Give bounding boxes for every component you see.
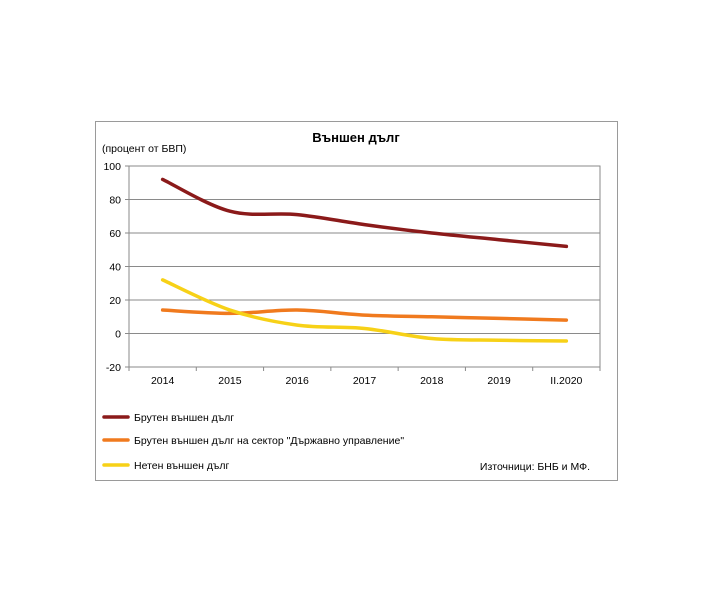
series-line-2	[160, 308, 569, 322]
grid-layer	[128, 165, 601, 368]
source-note: Източници: БНБ и МФ.	[480, 461, 590, 473]
y-tick-label: 60	[109, 228, 121, 240]
y-tick-label: 80	[109, 195, 121, 207]
x-tick-label: 2014	[151, 375, 175, 387]
y-tick-label: 40	[109, 262, 121, 274]
y-axis-label: (процент от БВП)	[102, 143, 186, 155]
x-tick-label: 2017	[353, 375, 377, 387]
x-tick-label: 2016	[286, 375, 310, 387]
legend: Брутен външен дълг Брутен външен дълг на …	[102, 412, 404, 472]
x-tick-label: 2019	[487, 375, 511, 387]
x-tick-label: 2018	[420, 375, 444, 387]
y-tick-label: 20	[109, 295, 121, 307]
x-tick-label: II.2020	[550, 375, 582, 387]
chart-frame	[95, 121, 618, 481]
series-line-3	[160, 278, 569, 343]
series-line-1	[160, 177, 569, 249]
legend-label-2: Брутен външен дълг на сектор "Държавно у…	[134, 435, 404, 447]
y-tick-label: 0	[115, 329, 121, 341]
y-tick-label: 100	[103, 161, 121, 173]
series-layer	[160, 177, 569, 343]
axis-layer: 100 80 60 40 20 0 -20 2014 2015 2016 2017 2018 2019 I…	[103, 161, 601, 387]
legend-label-3: Нетен външен дълг	[134, 460, 229, 472]
y-tick-label: -20	[106, 362, 121, 374]
legend-label-1: Брутен външен дълг	[134, 412, 234, 424]
x-tick-label: 2015	[218, 375, 242, 387]
chart-title: Външен дълг	[312, 130, 400, 145]
